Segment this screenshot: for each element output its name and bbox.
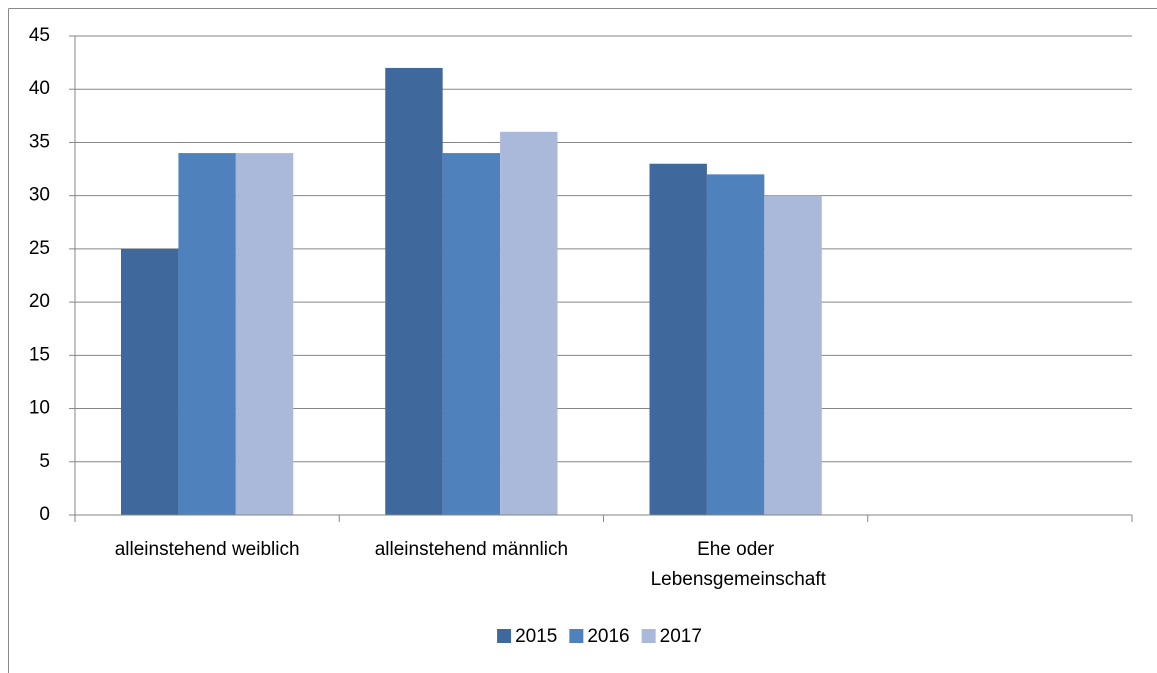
legend-label: 2017 — [660, 626, 702, 647]
bar — [121, 248, 179, 515]
bar — [500, 131, 558, 516]
y-tick-label: 15 — [29, 344, 50, 365]
legend-label: 2016 — [587, 626, 629, 647]
y-tick-label: 5 — [39, 451, 50, 472]
bar — [235, 153, 294, 516]
bar — [178, 153, 236, 516]
bar — [764, 195, 822, 515]
y-tick-label: 25 — [29, 238, 50, 259]
bar — [706, 174, 765, 515]
y-tick-label: 40 — [29, 78, 50, 99]
x-tick-label: Ehe oder Lebensgemeinschaft — [645, 539, 826, 590]
y-tick-label: 35 — [29, 131, 50, 152]
bar — [385, 67, 443, 515]
bar — [442, 153, 501, 516]
bar — [649, 163, 707, 515]
legend-swatch — [569, 629, 584, 643]
legend-label: 2015 — [515, 626, 557, 647]
legend-swatch — [641, 629, 656, 643]
y-tick-label: 20 — [29, 291, 50, 312]
y-tick-label: 30 — [29, 185, 50, 206]
x-tick-label: alleinstehend weiblich — [115, 539, 300, 560]
legend-swatch — [497, 629, 512, 643]
y-tick-label: 10 — [29, 398, 50, 419]
x-tick-label: alleinstehend männlich — [375, 539, 568, 560]
y-tick-label: 45 — [29, 25, 50, 46]
y-tick-label: 0 — [39, 504, 50, 525]
